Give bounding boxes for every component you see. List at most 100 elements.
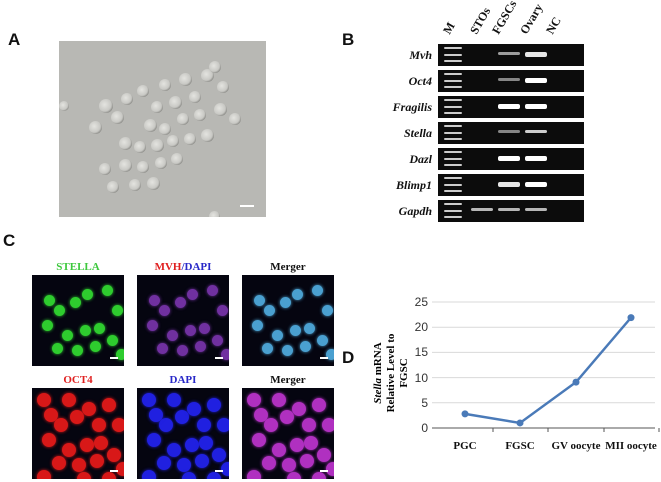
slash-text: / xyxy=(181,261,185,273)
pcr-band xyxy=(498,182,520,187)
pcr-band xyxy=(525,104,547,109)
merger-title-2: Merger xyxy=(270,374,306,386)
y-tick-label: 10 xyxy=(414,370,428,385)
pcr-band xyxy=(525,208,547,211)
mvh-dapi-title: MVH/DAPI xyxy=(137,261,229,273)
gene-label: Mvh xyxy=(409,48,432,62)
cell xyxy=(179,73,192,86)
cell xyxy=(167,135,179,147)
gene-label: Stella xyxy=(403,126,432,140)
cell xyxy=(209,61,221,73)
cell xyxy=(137,161,149,173)
brightfield-micrograph xyxy=(59,41,266,217)
gel-lane-row xyxy=(438,200,584,222)
pcr-band xyxy=(525,52,547,57)
cell xyxy=(99,163,111,175)
cell xyxy=(107,181,119,193)
scale-bar xyxy=(240,205,254,207)
panel-b-label: B xyxy=(342,30,355,49)
cell xyxy=(189,91,201,103)
cell xyxy=(129,179,141,191)
cell xyxy=(134,141,146,153)
pcr-band xyxy=(498,130,520,133)
gel-lane-row xyxy=(438,70,584,92)
scale-bar xyxy=(320,357,328,359)
cell xyxy=(111,111,124,124)
pcr-band xyxy=(498,156,520,161)
x-category-label: PGC xyxy=(453,440,477,452)
scale-bar xyxy=(215,470,223,472)
cell xyxy=(137,85,149,97)
gel-lane-row xyxy=(438,174,584,196)
cell xyxy=(229,113,241,125)
gene-label: Oct4 xyxy=(408,74,432,88)
gel-lane-row xyxy=(438,44,584,66)
gene-label: Dazl xyxy=(409,152,432,166)
cell xyxy=(209,211,220,217)
cell xyxy=(155,157,167,169)
y-tick-label: 0 xyxy=(421,421,428,435)
mvh-dapi-image xyxy=(137,275,229,366)
cell xyxy=(121,93,133,105)
cell xyxy=(151,139,164,152)
x-category-label: MII oocyte xyxy=(605,440,657,452)
pcr-band xyxy=(525,156,547,161)
cell xyxy=(151,101,163,113)
merger-title-1: Merger xyxy=(270,261,306,273)
pcr-band xyxy=(498,208,520,211)
panel-a-label: A xyxy=(8,30,21,49)
mvh-text: MVH xyxy=(154,261,182,273)
cell xyxy=(194,109,206,121)
pcr-band xyxy=(471,208,493,211)
y-tick-label: 15 xyxy=(414,345,428,360)
cell xyxy=(144,119,157,132)
cell xyxy=(99,99,113,113)
gene-label: Gapdh xyxy=(398,204,432,218)
panel-c-label: C xyxy=(3,231,16,250)
dapi-image xyxy=(137,388,229,479)
merger-image-2 xyxy=(242,388,334,479)
pcr-band xyxy=(498,104,520,109)
dapi-title: DAPI xyxy=(169,374,197,386)
gene-label: Blimp1 xyxy=(395,178,432,192)
pcr-band xyxy=(525,78,547,83)
pcr-band xyxy=(525,130,547,133)
y-tick-label: 20 xyxy=(414,320,428,335)
cell xyxy=(119,159,132,172)
cell xyxy=(214,103,227,116)
cell xyxy=(59,101,69,111)
scale-bar xyxy=(215,357,223,359)
scale-bar xyxy=(320,470,328,472)
scale-bar xyxy=(110,357,118,359)
pcr-band xyxy=(498,52,520,55)
y-tick-label: 25 xyxy=(414,295,428,309)
cell xyxy=(201,129,214,142)
cell xyxy=(159,79,171,91)
merger-image-1 xyxy=(242,275,334,366)
stella-image xyxy=(32,275,124,366)
dapi-text: DAPI xyxy=(184,261,212,273)
pcr-band xyxy=(498,78,520,81)
scale-bar xyxy=(110,470,118,472)
y-tick-label: 5 xyxy=(421,395,428,410)
cell xyxy=(89,121,102,134)
x-category-label: FGSC xyxy=(505,440,535,452)
gel-lane-row xyxy=(438,122,584,144)
gene-label: Fragilis xyxy=(392,100,432,114)
cell xyxy=(169,96,182,109)
oct4-title: OCT4 xyxy=(63,374,93,386)
oct4-image xyxy=(32,388,124,479)
cell xyxy=(159,123,171,135)
cell xyxy=(147,177,160,190)
stella-title: STELLA xyxy=(56,261,100,273)
cell xyxy=(201,69,214,82)
panel-d-label: D xyxy=(342,348,355,367)
cell xyxy=(177,113,189,125)
gel-lane-row xyxy=(438,96,584,118)
gel-lane-row xyxy=(438,148,584,170)
pcr-band xyxy=(525,182,547,187)
cell xyxy=(217,81,229,93)
cell xyxy=(171,153,183,165)
cell xyxy=(184,133,196,145)
